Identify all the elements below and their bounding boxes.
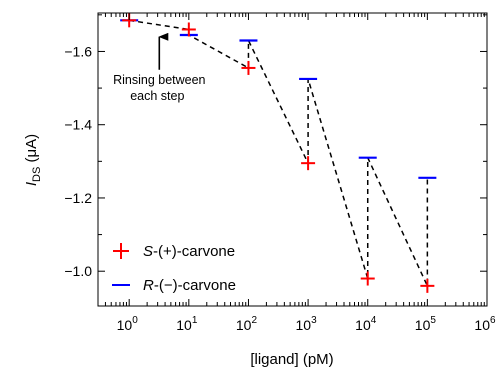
y-tick-label: −1.4: [64, 117, 92, 133]
legend-label-r-italic: R: [143, 277, 154, 294]
legend-label-s-italic: S: [143, 243, 153, 260]
y-tick-label: −1.0: [64, 263, 92, 279]
legend: S-(+)-carvone R-(−)-carvone: [112, 243, 236, 294]
y-axis-label-sub: DS: [31, 167, 43, 182]
annotation-line-1: Rinsing between: [113, 73, 205, 87]
x-tick-label: 105: [415, 315, 437, 333]
y-axis-label-unit: (μA): [23, 134, 40, 167]
legend-item-s-carvone: S-(+)-carvone: [113, 243, 235, 260]
x-tick-label-base: 10: [474, 317, 490, 333]
x-tick-label: 101: [176, 315, 198, 333]
x-tick-label-base: 10: [117, 317, 133, 333]
x-tick-label: 102: [236, 315, 258, 333]
x-tick-label-exponent: 2: [251, 315, 257, 326]
x-tick-label-exponent: 4: [371, 315, 377, 326]
x-axis-label: [ligand] (pM): [250, 351, 333, 368]
annotation: Rinsing between each step: [113, 32, 206, 103]
x-tick-label-base: 10: [415, 317, 431, 333]
s-carvone-point: [181, 22, 196, 37]
x-tick-label-exponent: 3: [311, 315, 317, 326]
x-tick-label-base: 10: [355, 317, 371, 333]
legend-label-r-rest: -(−)-carvone: [154, 277, 236, 294]
plot-frame: [97, 12, 488, 307]
series-layer: [120, 13, 437, 293]
x-tick-label-base: 10: [296, 317, 312, 333]
y-axis-label: IDS (μA): [23, 134, 43, 186]
s-carvone-point: [241, 60, 256, 75]
x-tick-label: 106: [474, 315, 496, 333]
x-tick-label-exponent: 5: [430, 315, 436, 326]
x-tick-label: 103: [296, 315, 318, 333]
y-axis-label-main: I: [23, 182, 40, 186]
x-tick-label: 104: [355, 315, 377, 333]
x-tick-label-base: 10: [176, 317, 192, 333]
s-carvone-point: [360, 271, 375, 286]
legend-item-r-carvone: R-(−)-carvone: [112, 277, 236, 294]
x-tick-label: 100: [117, 315, 139, 333]
legend-label-r-carvone: R-(−)-carvone: [143, 277, 236, 294]
x-tick-label-base: 10: [236, 317, 252, 333]
x-tick-label-exponent: 1: [192, 315, 198, 326]
s-carvone-point: [301, 156, 316, 171]
legend-label-s-carvone: S-(+)-carvone: [143, 243, 235, 260]
x-tick-label-exponent: 6: [490, 315, 496, 326]
axis-ticks: [97, 13, 488, 306]
tick-labels: 100 101 102 103 104 105 106−1.6−1.4−1.2−1.0: [64, 43, 496, 333]
y-tick-label: −1.2: [64, 190, 92, 206]
legend-label-s-rest: -(+)-carvone: [153, 243, 235, 260]
annotation-line-2: each step: [130, 89, 184, 103]
y-tick-label: −1.6: [64, 43, 92, 59]
s-carvone-point: [420, 278, 435, 293]
x-tick-label-exponent: 0: [132, 315, 138, 326]
